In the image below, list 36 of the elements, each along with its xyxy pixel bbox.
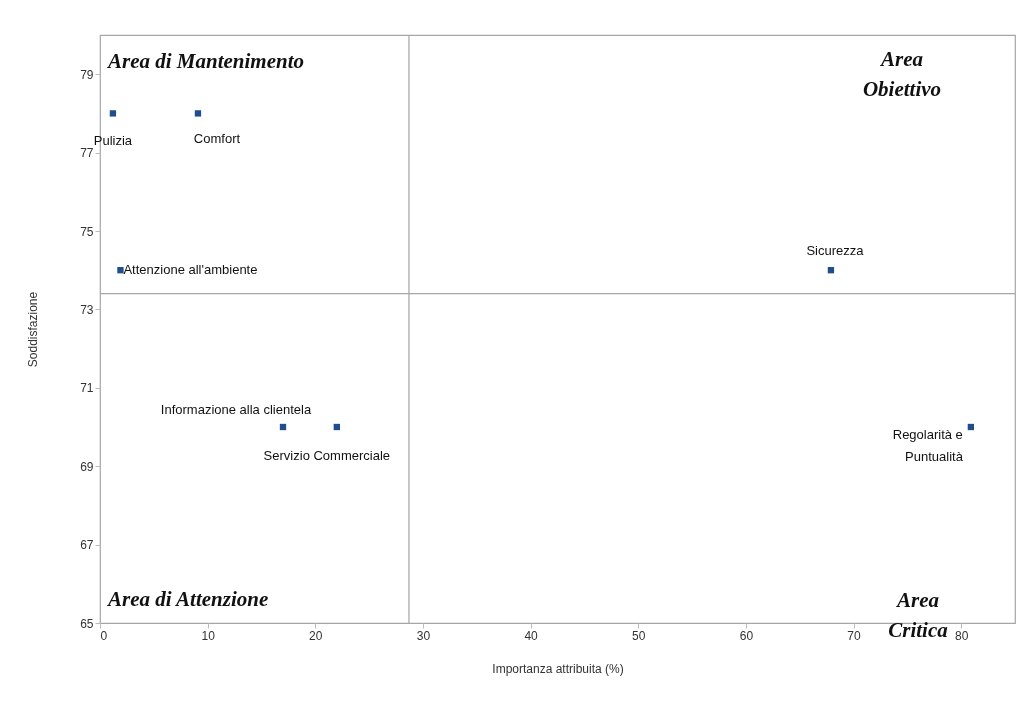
x-tick-label: 30: [416, 628, 431, 643]
y-tick-label: 65: [80, 616, 94, 631]
x-tick-label: 40: [524, 628, 539, 643]
y-tick-label: 69: [80, 459, 94, 474]
series-label: Attenzione all'ambiente: [123, 262, 258, 278]
x-tick-label: 70: [847, 628, 862, 643]
series-label: Regolarità e Puntualità: [892, 427, 964, 464]
annotation: Area Obiettivo: [862, 47, 942, 101]
x-tick-label: 0: [100, 628, 108, 643]
point: [827, 267, 835, 274]
annotation: Area Critica: [888, 588, 948, 642]
y-tick-label: 67: [80, 538, 94, 553]
y-axis-title: Soddisfazione: [26, 291, 41, 368]
x-tick-label: 50: [632, 628, 646, 643]
annotation: Area di Mantenimento: [106, 49, 305, 73]
text: Servizio Commerciale: [263, 448, 391, 463]
series-label: Comfort: [193, 131, 241, 147]
point: [109, 110, 117, 117]
y-tick-label: 73: [80, 302, 94, 317]
y-tick-label: 75: [80, 224, 94, 239]
y-tick-label: 79: [80, 67, 94, 82]
x-tick-label: 10: [201, 628, 216, 643]
series-label: Informazione alla clientela: [160, 402, 312, 417]
x-tick-label: 60: [739, 628, 754, 643]
y-tick-label: 71: [80, 381, 94, 396]
point: [279, 423, 287, 431]
x-tick-label: 20: [309, 628, 323, 643]
point: [967, 423, 975, 431]
x-tick-label: 80: [955, 628, 969, 643]
point: [194, 110, 202, 117]
annotation: Area di Attenzione: [106, 587, 269, 611]
series-label: Sicurezza: [806, 243, 865, 259]
series-label: Pulizia: [93, 133, 133, 149]
x-axis-title: Importanza attribuita (%): [492, 661, 624, 676]
point: [333, 423, 340, 431]
y-tick-label: 77: [80, 146, 94, 161]
